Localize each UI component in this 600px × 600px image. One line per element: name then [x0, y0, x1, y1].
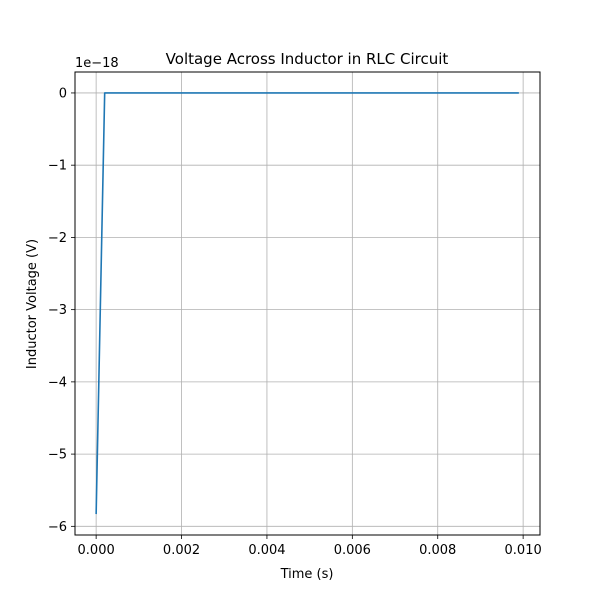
x-tick-label: 0.008	[419, 543, 456, 558]
y-offset-text: 1e−18	[75, 56, 119, 71]
y-axis-label: Inductor Voltage (V)	[25, 239, 40, 369]
y-tick-label: −1	[48, 159, 67, 174]
y-tick-label: −3	[48, 303, 67, 318]
y-tick-label: −5	[48, 448, 67, 463]
chart-title: Voltage Across Inductor in RLC Circuit	[166, 50, 449, 68]
series-group	[95, 92, 519, 515]
series-line	[95, 92, 519, 515]
y-axis: 0 −1 −2 −3 −4 −5 −6	[48, 86, 75, 535]
x-tick-label: 0.006	[334, 543, 371, 558]
x-tick-label: 0.010	[505, 543, 542, 558]
axes-frame	[74, 71, 541, 536]
y-tick-label: −2	[48, 231, 67, 246]
x-axis: 0.000 0.002 0.004 0.006 0.008 0.010	[78, 535, 542, 558]
x-tick-label: 0.000	[78, 543, 115, 558]
x-axis-label: Time (s)	[280, 567, 334, 582]
grid	[75, 72, 540, 535]
y-tick-label: −6	[48, 520, 67, 535]
x-tick-label: 0.004	[248, 543, 285, 558]
y-tick-label: −4	[48, 375, 67, 390]
x-tick-label: 0.002	[163, 543, 200, 558]
y-tick-label: 0	[59, 86, 67, 101]
plot-area	[75, 72, 540, 535]
